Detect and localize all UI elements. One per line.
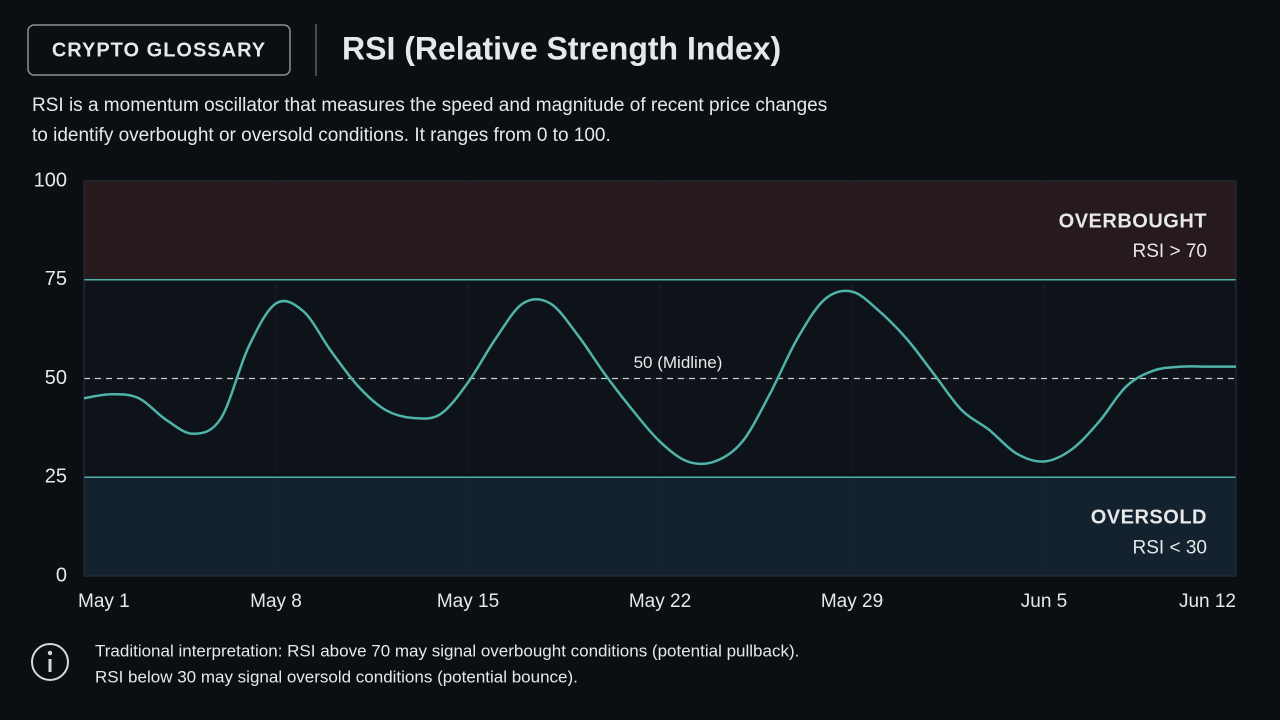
zone-sublabel: RSI < 30 (1133, 537, 1207, 558)
x-tick-label: Jun 12 (1179, 591, 1236, 612)
x-tick-label: May 1 (78, 591, 130, 612)
footer-line: RSI below 30 may signal oversold conditi… (95, 667, 578, 686)
info-icon-dot (47, 650, 53, 656)
rsi-line (83, 289, 1236, 466)
y-tick-label: 50 (45, 367, 67, 389)
y-tick-label: 0 (56, 564, 67, 586)
info-icon (31, 643, 69, 681)
page-title: RSI (Relative Strength Index) (342, 30, 781, 66)
y-tick-label: 75 (45, 268, 67, 290)
x-tick-label: May 22 (629, 591, 691, 612)
zone-sublabel: RSI > 70 (1133, 241, 1207, 262)
y-tick-label: 100 (34, 169, 67, 191)
badge-box (27, 24, 291, 76)
x-tick-label: May 29 (821, 591, 883, 612)
badge: CRYPTO GLOSSARY (52, 39, 266, 61)
zone-label: OVERBOUGHT (1059, 210, 1207, 232)
x-tick-label: May 8 (250, 591, 302, 612)
description-line: to identify overbought or oversold condi… (32, 125, 611, 146)
x-tick-label: Jun 5 (1021, 591, 1067, 612)
plot: OVERBOUGHT RSI > 70 OVERSOLD RSI < 30 50 (Mi… (34, 169, 1237, 612)
footer-line: Traditional interpretation: RSI above 70… (95, 641, 799, 660)
zone-label: OVERSOLD (1091, 507, 1207, 529)
x-tick-label: May 15 (437, 591, 499, 612)
plot-border (83, 180, 1237, 577)
y-tick-label: 25 (45, 466, 67, 488)
description-line: RSI is a momentum oscillator that measur… (32, 95, 827, 116)
midline-label: 50 (Midline) (634, 353, 723, 372)
